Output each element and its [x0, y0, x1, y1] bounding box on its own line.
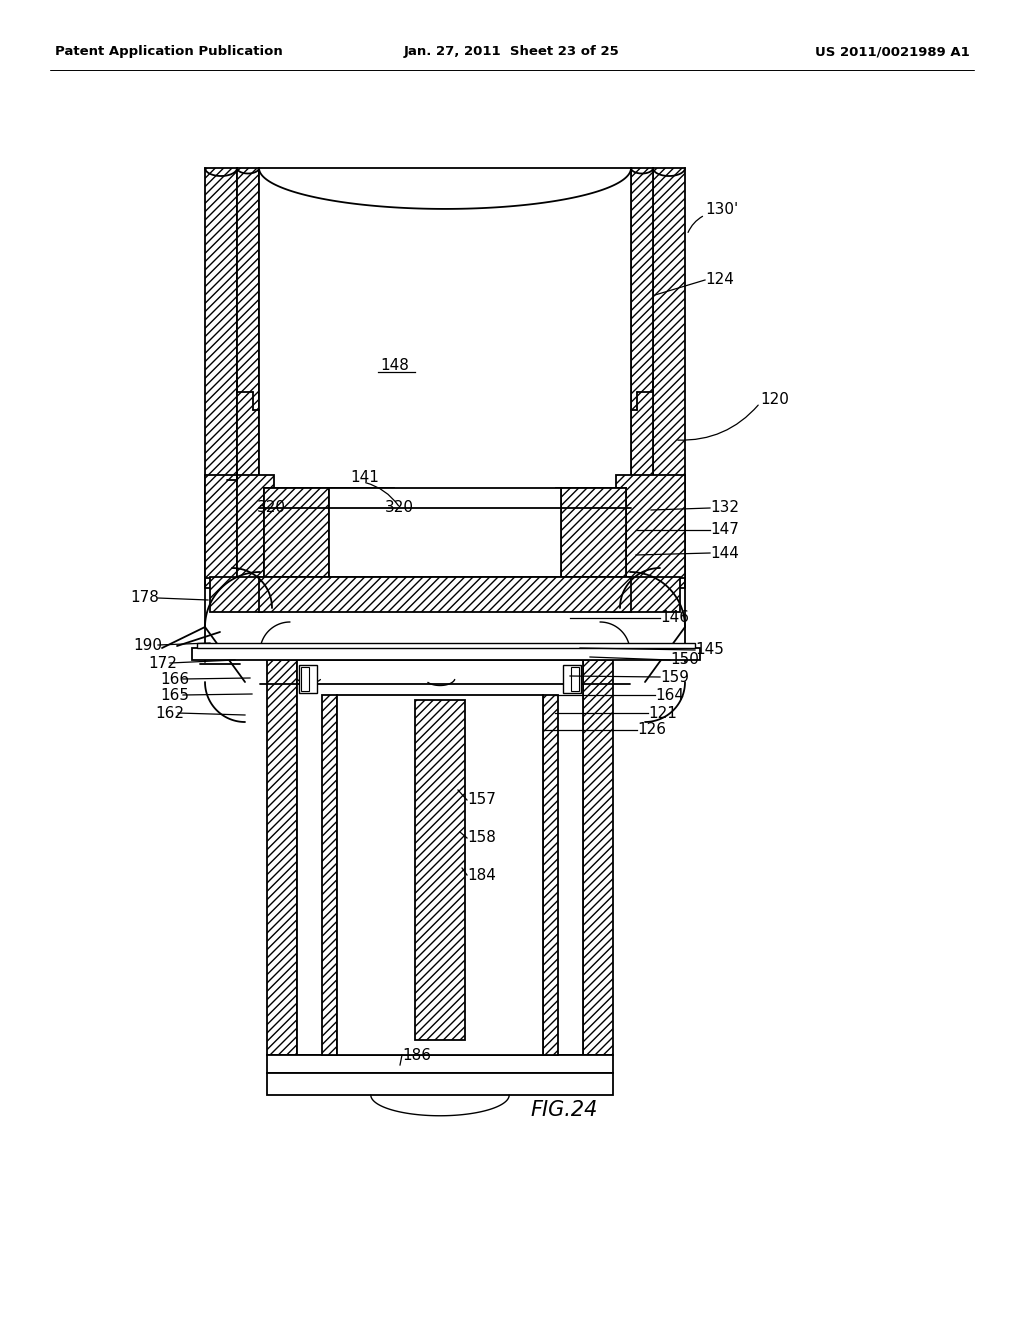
Text: Jan. 27, 2011  Sheet 23 of 25: Jan. 27, 2011 Sheet 23 of 25 — [404, 45, 620, 58]
Bar — [267, 660, 297, 1055]
Bar — [556, 488, 626, 577]
Bar — [197, 643, 695, 648]
Bar — [267, 1073, 613, 1096]
Text: 165: 165 — [160, 688, 189, 702]
Bar — [259, 577, 631, 612]
Text: 184: 184 — [467, 867, 496, 883]
Bar — [299, 665, 317, 693]
Text: 132: 132 — [710, 500, 739, 516]
Text: 145: 145 — [695, 643, 724, 657]
Bar — [563, 665, 581, 693]
Bar — [267, 1055, 613, 1073]
Bar — [205, 475, 237, 578]
Bar — [264, 488, 329, 577]
Bar — [329, 488, 561, 577]
Text: 126: 126 — [637, 722, 666, 738]
Text: 320: 320 — [385, 500, 414, 516]
Bar — [301, 667, 309, 690]
Text: 172: 172 — [148, 656, 177, 671]
Text: 166: 166 — [160, 672, 189, 686]
Bar — [259, 168, 631, 508]
Text: 164: 164 — [655, 688, 684, 702]
Bar — [210, 577, 262, 612]
Bar — [415, 700, 465, 1040]
Text: 120: 120 — [760, 392, 788, 408]
Text: 190: 190 — [133, 638, 162, 652]
Text: 124: 124 — [705, 272, 734, 288]
Text: 157: 157 — [467, 792, 496, 808]
Bar — [616, 475, 685, 578]
Text: 121: 121 — [648, 705, 677, 721]
Bar — [337, 696, 543, 1055]
Bar — [297, 660, 583, 1055]
Bar — [611, 577, 680, 612]
Text: 148: 148 — [381, 358, 410, 372]
Bar — [322, 696, 337, 1055]
Text: 144: 144 — [710, 545, 739, 561]
Text: FIG.24: FIG.24 — [530, 1100, 597, 1119]
Bar — [193, 648, 700, 660]
Bar — [237, 475, 274, 578]
Bar — [653, 168, 685, 587]
Bar — [571, 667, 579, 690]
Text: 320: 320 — [257, 500, 286, 516]
Bar — [583, 660, 613, 1055]
Bar — [264, 488, 334, 577]
Text: 130': 130' — [705, 202, 738, 218]
Text: 150: 150 — [670, 652, 698, 668]
Bar — [237, 168, 259, 508]
Bar — [205, 168, 237, 587]
Bar — [631, 168, 653, 508]
Bar — [543, 696, 558, 1055]
Text: 162: 162 — [155, 705, 184, 721]
Text: Patent Application Publication: Patent Application Publication — [55, 45, 283, 58]
Text: US 2011/0021989 A1: US 2011/0021989 A1 — [815, 45, 970, 58]
Text: 186: 186 — [402, 1048, 431, 1063]
Bar — [561, 488, 626, 577]
Bar — [329, 488, 394, 577]
Text: 158: 158 — [467, 830, 496, 846]
Text: 159: 159 — [660, 669, 689, 685]
Text: 141: 141 — [350, 470, 379, 486]
Text: 146: 146 — [660, 610, 689, 626]
Text: 147: 147 — [710, 523, 739, 537]
Text: 178: 178 — [130, 590, 159, 606]
